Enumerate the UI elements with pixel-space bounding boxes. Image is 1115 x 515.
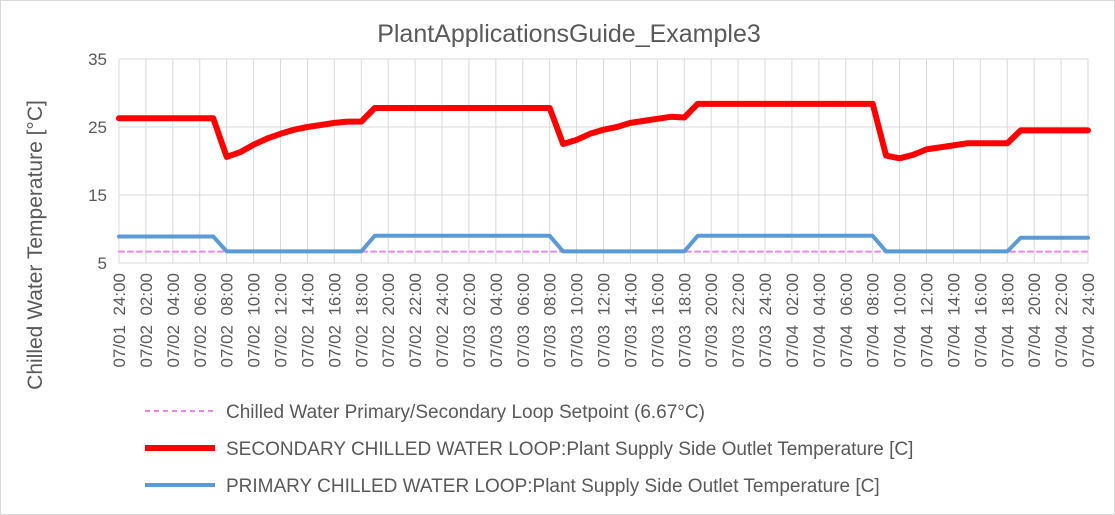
legend-label-1: SECONDARY CHILLED WATER LOOP:Plant Suppl… [226,439,913,460]
x-tick-label-20: 07/03 16:00 [648,273,667,368]
y-tick-label-1: 15 [88,186,107,205]
x-tick-label-8: 07/02 16:00 [325,273,344,368]
x-tick-label-25: 07/04 02:00 [783,273,802,368]
x-tick-label-16: 07/03 08:00 [541,273,560,368]
x-tick-label-6: 07/02 12:00 [272,273,291,368]
x-tick-label-24: 07/03 24:00 [756,273,775,368]
x-tick-label-36: 07/04 24:00 [1079,273,1098,368]
x-tick-label-31: 07/04 14:00 [944,273,963,368]
x-tick-label-5: 07/02 10:00 [245,273,264,368]
x-tick-label-30: 07/04 12:00 [918,273,937,368]
x-tick-label-10: 07/02 20:00 [379,273,398,368]
series-line-1 [116,100,1091,162]
legend-label-2: PRIMARY CHILLED WATER LOOP:Plant Supply … [226,476,880,497]
x-tick-label-33: 07/04 18:00 [998,273,1017,368]
legend: Chilled Water Primary/Secondary Loop Set… [145,402,913,497]
x-tick-label-7: 07/02 14:00 [298,273,317,368]
series-line-2 [117,233,1090,254]
x-tick-label-15: 07/03 06:00 [514,273,533,368]
x-tick-label-1: 07/02 02:00 [137,273,156,368]
y-tick-labels: 5 15 25 35 [88,50,107,273]
y-tick-label-3: 35 [88,50,107,69]
x-tick-label-14: 07/03 04:00 [487,273,506,368]
y-tick-label-2: 25 [88,118,107,137]
y-tick-label-0: 5 [98,254,107,273]
legend-label-0: Chilled Water Primary/Secondary Loop Set… [226,402,705,423]
x-tick-label-23: 07/03 22:00 [729,273,748,368]
x-tick-label-26: 07/04 04:00 [810,273,829,368]
x-tick-label-9: 07/02 18:00 [352,273,371,368]
x-tick-label-11: 07/02 22:00 [406,273,425,368]
x-tick-label-0: 07/01 24:00 [110,273,129,368]
x-tick-label-4: 07/02 08:00 [218,273,237,368]
x-tick-labels: 07/01 24:00 07/02 02:00 07/02 04:00 07/02 0… [110,273,1098,368]
x-tick-label-13: 07/03 02:00 [460,273,479,368]
x-tick-label-22: 07/03 20:00 [702,273,721,368]
x-tick-label-18: 07/03 12:00 [595,273,614,368]
x-tick-label-17: 07/03 10:00 [568,273,587,368]
x-tick-label-32: 07/04 16:00 [971,273,990,368]
x-tick-label-19: 07/03 14:00 [621,273,640,368]
x-tick-label-29: 07/04 10:00 [891,273,910,368]
x-tick-label-3: 07/02 06:00 [191,273,210,368]
chart-title: PlantApplicationsGuide_Example3 [377,20,761,48]
y-axis-title: Chilled Water Temperature [°C] [24,100,47,390]
x-tick-label-2: 07/02 04:00 [164,273,183,368]
grid-layer [118,58,1089,264]
x-tick-label-28: 07/04 08:00 [864,273,883,368]
x-tick-label-35: 07/04 22:00 [1052,273,1071,368]
x-tick-label-12: 07/02 24:00 [433,273,452,368]
x-tick-label-21: 07/03 18:00 [675,273,694,368]
x-tick-label-34: 07/04 20:00 [1025,273,1044,368]
series-layer [116,100,1091,254]
x-tick-label-27: 07/04 06:00 [837,273,856,368]
